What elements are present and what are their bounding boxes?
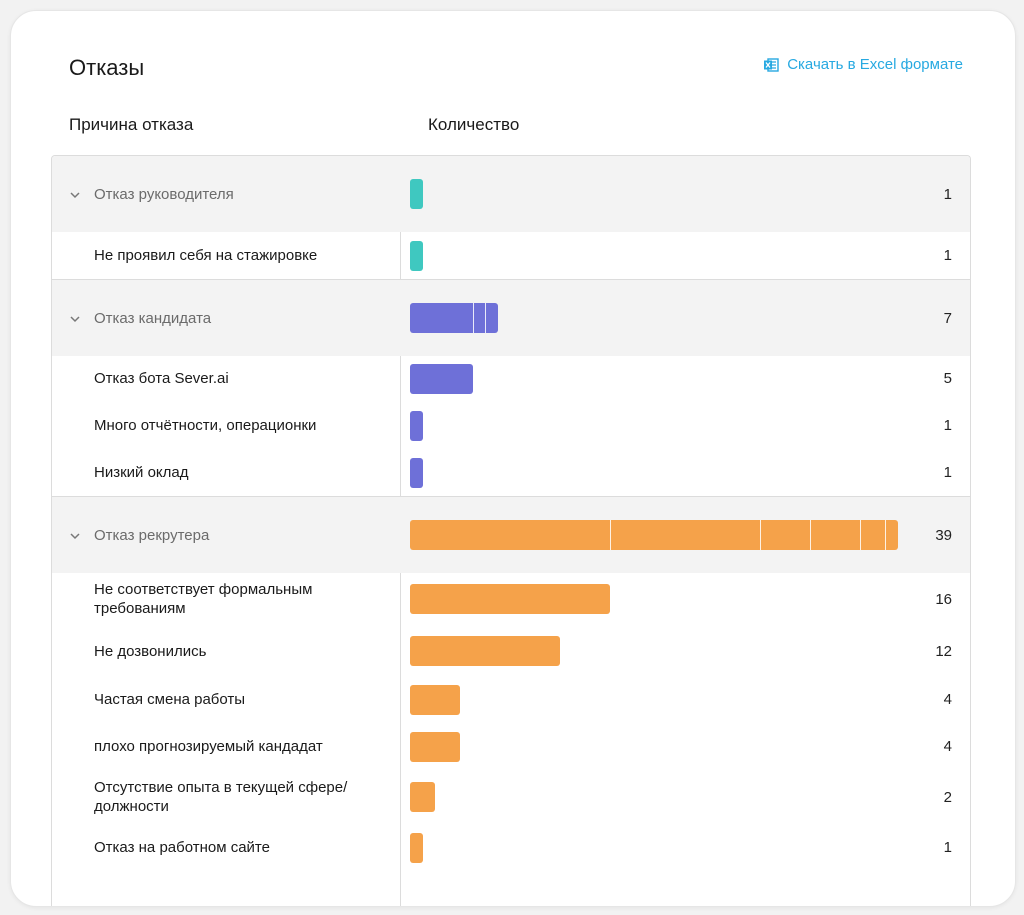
- reason-bar: [410, 410, 423, 441]
- reason-bar: [410, 584, 610, 614]
- reason-label: Низкий оклад: [94, 464, 189, 481]
- reason-count: 1: [943, 417, 952, 434]
- group-label: Отказ кандидата: [94, 309, 212, 327]
- group-count: 1: [943, 185, 952, 203]
- bar-segment-divider: [760, 520, 761, 550]
- group-count: 39: [935, 526, 952, 544]
- download-excel-link[interactable]: Скачать в Excel формате: [763, 56, 963, 73]
- reason-count: 5: [943, 370, 952, 387]
- reason-label: Не соответствует формальным требованиям: [94, 581, 313, 617]
- group-bar: [410, 303, 498, 333]
- reason-count: 1: [943, 464, 952, 481]
- reason-bar: [410, 684, 460, 715]
- reason-row: Не соответствует формальным требованиям 1…: [52, 572, 970, 626]
- reason-label: плохо прогнозируемый кандадат: [94, 738, 323, 755]
- reason-label: Отказ на работном сайте: [94, 839, 270, 856]
- group-label: Отказ руководителя: [94, 185, 234, 203]
- reason-count: 2: [943, 788, 952, 806]
- group-bar: [410, 179, 423, 209]
- column-header-reason: Причина отказа: [69, 115, 194, 134]
- reason-row: Отказ бота Sever.ai 5: [52, 355, 970, 402]
- bar-segment-divider: [473, 303, 474, 333]
- group-row[interactable]: Отказ руководителя 1: [52, 156, 970, 232]
- group-row[interactable]: Отказ рекрутера 39: [52, 496, 970, 573]
- reason-row: Низкий оклад 1: [52, 449, 970, 496]
- chevron-down-icon[interactable]: [69, 312, 81, 324]
- reason-row: Много отчётности, операционки 1: [52, 402, 970, 449]
- group-count: 7: [943, 309, 952, 327]
- reason-row: Отсутствие опыта в текущей сфере/ должно…: [52, 770, 970, 824]
- reason-count: 4: [943, 738, 952, 755]
- column-header-count: Количество: [428, 115, 520, 134]
- download-excel-label: Скачать в Excel формате: [787, 56, 963, 73]
- reason-bar: [410, 363, 473, 394]
- reason-bar: [410, 731, 460, 762]
- reason-label: Много отчётности, операционки: [94, 417, 317, 434]
- reason-bar: [410, 240, 423, 271]
- group-label: Отказ рекрутера: [94, 526, 210, 544]
- group-bar: [410, 520, 898, 550]
- reason-label: Отсутствие опыта в текущей сфере/ должно…: [94, 779, 348, 815]
- page-title: Отказы: [69, 55, 145, 80]
- reason-bar: [410, 782, 435, 812]
- reason-label: Отказ бота Sever.ai: [94, 370, 229, 387]
- bar-segment-divider: [885, 520, 886, 550]
- bar-segment-divider: [610, 520, 611, 550]
- reason-label: Не дозвонились: [94, 642, 207, 660]
- reason-count: 1: [943, 247, 952, 264]
- reason-count: 12: [935, 642, 952, 660]
- reason-row: плохо прогнозируемый кандадат 4: [52, 723, 970, 770]
- group-row[interactable]: Отказ кандидата 7: [52, 279, 970, 356]
- reason-row: Не проявил себя на стажировке 1: [52, 232, 970, 279]
- rejections-table: Отказ руководителя 1 Не проявил себя на ст…: [51, 155, 971, 906]
- reason-count: 16: [935, 590, 952, 608]
- reason-count: 4: [943, 691, 952, 708]
- reason-row: Не дозвонились 12: [52, 626, 970, 676]
- bar-segment-divider: [810, 520, 811, 550]
- reason-row: Отказ на работном сайте 1: [52, 824, 970, 871]
- chevron-down-icon[interactable]: [69, 188, 81, 200]
- bar-segment-divider: [485, 303, 486, 333]
- bar-segment-divider: [860, 520, 861, 550]
- reason-label: Не проявил себя на стажировке: [94, 247, 318, 264]
- reason-label: Частая смена работы: [94, 691, 246, 708]
- reason-bar: [410, 832, 423, 863]
- reason-row: Частая смена работы 4: [52, 676, 970, 723]
- reason-count: 1: [943, 839, 952, 856]
- excel-icon: [763, 57, 779, 73]
- rejections-card: Отказы Скачать в Excel формате Причина о…: [10, 10, 1016, 907]
- chevron-down-icon[interactable]: [69, 529, 81, 541]
- reason-bar: [410, 636, 560, 666]
- reason-bar: [410, 457, 423, 488]
